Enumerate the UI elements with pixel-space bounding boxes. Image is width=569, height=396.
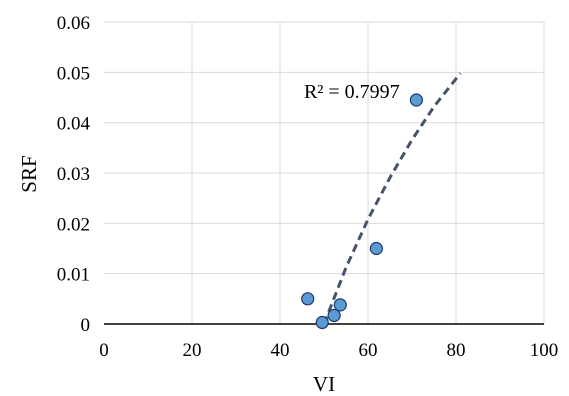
r-squared-annotation: R² = 0.7997: [304, 81, 400, 103]
y-tick-label: 0.02: [57, 214, 90, 235]
x-axis-title: VI: [313, 372, 335, 396]
data-point: [315, 315, 329, 330]
x-tick-label: 60: [359, 340, 378, 361]
y-tick-label: 0: [81, 315, 91, 336]
x-tick-label: 100: [530, 340, 559, 361]
x-tick-label: 0: [99, 340, 109, 361]
x-tick-label: 80: [447, 340, 466, 361]
y-tick-label: 0.03: [57, 164, 90, 185]
data-point: [301, 292, 315, 306]
y-tick-label: 0.04: [57, 114, 91, 135]
trendline-group: [322, 72, 462, 325]
data-point: [369, 241, 383, 256]
y-tick-label: 0.05: [57, 63, 90, 84]
y-tick-label: 0.01: [57, 265, 90, 286]
x-tick-label: 20: [183, 340, 202, 361]
gridlines: [104, 21, 545, 324]
data-point: [327, 308, 341, 323]
y-tick-label: 0.06: [57, 13, 90, 34]
x-tick-labels: 0 20 40 60 80 100: [99, 340, 558, 361]
data-points: [301, 93, 423, 330]
data-point: [333, 298, 347, 312]
y-axis-title: SRF: [17, 155, 41, 192]
data-point: [409, 93, 423, 107]
x-tick-label: 40: [271, 340, 290, 361]
trendline: [322, 72, 462, 325]
y-tick-labels: 0 0.01 0.02 0.03 0.04 0.05 0.06: [57, 13, 91, 336]
